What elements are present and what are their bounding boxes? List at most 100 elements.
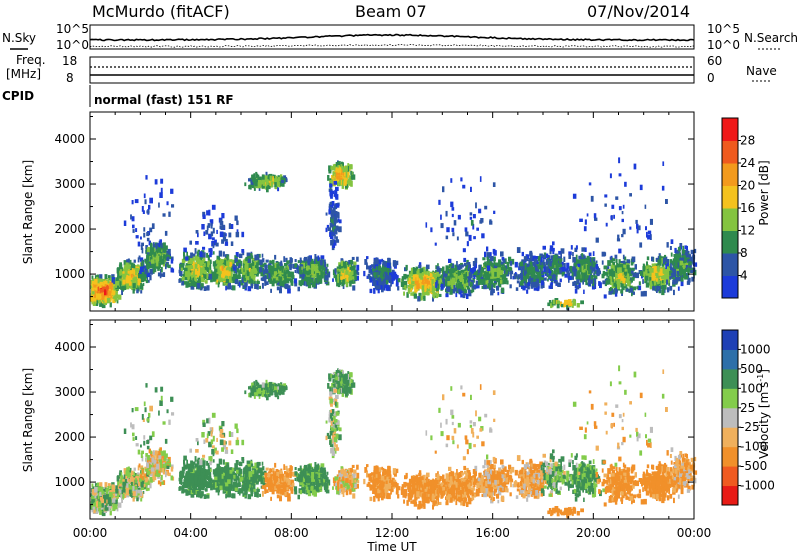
power-cell [238, 259, 241, 263]
right-bottom-tick: 10^0 [707, 38, 740, 52]
power-cell [593, 272, 596, 278]
power-cell [412, 268, 416, 274]
power-cell [438, 267, 441, 274]
power-cell [581, 269, 586, 273]
power-cell [493, 256, 496, 262]
power-cell [631, 256, 636, 263]
power-cell [120, 278, 124, 283]
power-cell [212, 261, 216, 267]
power-cell [170, 258, 174, 264]
power-cell [521, 268, 523, 274]
power-cell [484, 280, 488, 286]
power-cell [329, 180, 332, 184]
power-cell [490, 284, 493, 290]
power-cell [550, 281, 553, 286]
power-cell [540, 277, 545, 283]
power-cell [396, 275, 399, 281]
power-cell [342, 268, 344, 273]
power-cell [185, 281, 189, 288]
power-cell [91, 287, 95, 292]
power-cell [195, 256, 199, 261]
power-cell [656, 257, 659, 262]
power-cell [269, 278, 273, 284]
power-cell [183, 267, 188, 272]
power-cell [534, 276, 537, 280]
power-cell [190, 285, 195, 290]
power-cell [120, 269, 123, 276]
power-cell [206, 252, 209, 258]
power-cell [262, 180, 266, 186]
power-cell [229, 261, 233, 266]
power-cell [197, 278, 202, 284]
power-cell [546, 266, 549, 273]
power-cell [179, 267, 182, 273]
power-cell [389, 272, 393, 277]
power-cell [315, 259, 319, 265]
power-cell [563, 256, 566, 262]
power-cell [491, 288, 494, 294]
power-cell [188, 257, 192, 261]
power-cell [143, 275, 146, 280]
power-cell [500, 261, 504, 265]
power-cell [181, 276, 185, 281]
power-cell [329, 206, 333, 211]
power-cell [130, 268, 134, 274]
power-cell [457, 270, 462, 276]
power-cell [542, 245, 546, 250]
power-cell [266, 271, 270, 276]
power-cell [472, 267, 476, 272]
power-cell [99, 283, 102, 289]
power-cell [218, 269, 221, 275]
power-cell [329, 235, 334, 239]
power-cell [634, 272, 637, 276]
power-cell [422, 289, 425, 295]
power-cell [411, 280, 415, 285]
power-cell [378, 265, 381, 271]
power-cell [274, 178, 278, 182]
power-cell [431, 287, 435, 293]
power-cell [535, 266, 538, 272]
power-cell [197, 252, 201, 257]
power-cell [337, 168, 340, 173]
power-cell [158, 253, 162, 258]
power-cell [123, 260, 128, 266]
power-cell [403, 273, 407, 280]
power-cell [424, 287, 427, 292]
power-cell [121, 275, 123, 279]
power-cell [99, 301, 103, 307]
power-cell [576, 279, 580, 284]
power-cell [451, 288, 455, 294]
power-cell [629, 270, 633, 277]
power-cell [328, 188, 333, 192]
power-cell [568, 275, 572, 281]
power-cell [333, 180, 337, 185]
power-cell [489, 269, 491, 274]
power-cell [429, 273, 432, 278]
power-cell [387, 271, 390, 277]
power-cell [266, 181, 269, 185]
power-cell [216, 266, 219, 270]
power-cell [486, 252, 490, 258]
power-cell [594, 270, 597, 274]
power-cell [459, 289, 462, 295]
power-cell [340, 172, 342, 179]
power-cell [536, 286, 540, 291]
power-cell [614, 290, 618, 297]
power-cell [523, 279, 527, 284]
power-cell [579, 265, 582, 272]
power-cell [609, 279, 612, 285]
power-cell [487, 259, 491, 263]
power-cell [405, 274, 409, 279]
date-title: 07/Nov/2014 [587, 2, 690, 21]
power-cell [620, 289, 624, 294]
power-cell [443, 279, 448, 286]
power-cell [513, 274, 517, 280]
power-cell [313, 264, 316, 269]
power-cell [438, 293, 442, 297]
power-cell [424, 279, 428, 284]
power-cell [93, 283, 97, 288]
power-cell [561, 261, 564, 266]
power-cell [433, 273, 437, 279]
power-cell [221, 272, 225, 277]
power-cell [351, 256, 355, 260]
